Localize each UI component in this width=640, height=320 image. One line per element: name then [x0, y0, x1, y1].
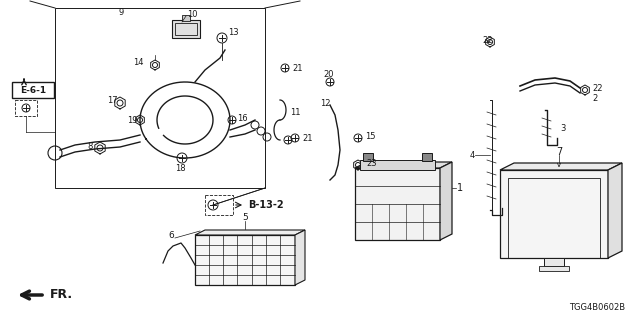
Bar — [205, 195, 233, 215]
Bar — [195, 235, 295, 285]
Text: 12: 12 — [320, 99, 330, 108]
Polygon shape — [608, 163, 622, 258]
Bar — [360, 160, 435, 170]
Bar — [544, 258, 564, 266]
Text: 22: 22 — [482, 36, 493, 44]
Text: 7: 7 — [556, 147, 562, 157]
Text: 14: 14 — [133, 58, 143, 67]
Bar — [182, 15, 190, 21]
Polygon shape — [355, 162, 452, 168]
Bar — [175, 23, 197, 35]
Bar — [500, 170, 608, 258]
Text: 4: 4 — [470, 150, 476, 159]
Bar — [363, 153, 373, 161]
Text: 2: 2 — [592, 93, 597, 102]
Polygon shape — [500, 163, 622, 170]
Text: 21: 21 — [292, 63, 303, 73]
Text: 16: 16 — [237, 114, 248, 123]
Text: 6: 6 — [168, 230, 173, 239]
Bar — [12, 82, 54, 98]
Text: 10: 10 — [187, 10, 198, 19]
Bar — [422, 153, 432, 161]
Text: 11: 11 — [290, 108, 301, 116]
Text: 21: 21 — [302, 133, 312, 142]
Polygon shape — [440, 162, 452, 240]
Polygon shape — [195, 230, 305, 235]
Bar — [172, 20, 200, 38]
Text: TGG4B0602B: TGG4B0602B — [569, 303, 625, 313]
Text: 18: 18 — [175, 164, 186, 172]
Text: 22: 22 — [592, 84, 602, 92]
Text: 8: 8 — [87, 141, 92, 150]
Bar — [355, 168, 440, 240]
Text: 1: 1 — [457, 183, 463, 193]
Text: E-6-1: E-6-1 — [20, 85, 46, 94]
Text: 17: 17 — [107, 95, 118, 105]
Bar — [539, 266, 569, 271]
Bar — [55, 8, 265, 188]
Text: 9: 9 — [118, 7, 124, 17]
Text: 5: 5 — [242, 212, 248, 221]
Text: 13: 13 — [228, 28, 239, 36]
Text: 19: 19 — [127, 116, 138, 124]
Text: 20: 20 — [323, 69, 333, 78]
Text: FR.: FR. — [50, 289, 73, 301]
Text: B-13-2: B-13-2 — [248, 200, 284, 210]
Text: 3: 3 — [560, 124, 565, 132]
Text: 23: 23 — [366, 158, 376, 167]
Bar — [508, 178, 600, 258]
Bar — [15, 100, 37, 116]
Polygon shape — [295, 230, 305, 285]
Text: 15: 15 — [365, 132, 376, 140]
